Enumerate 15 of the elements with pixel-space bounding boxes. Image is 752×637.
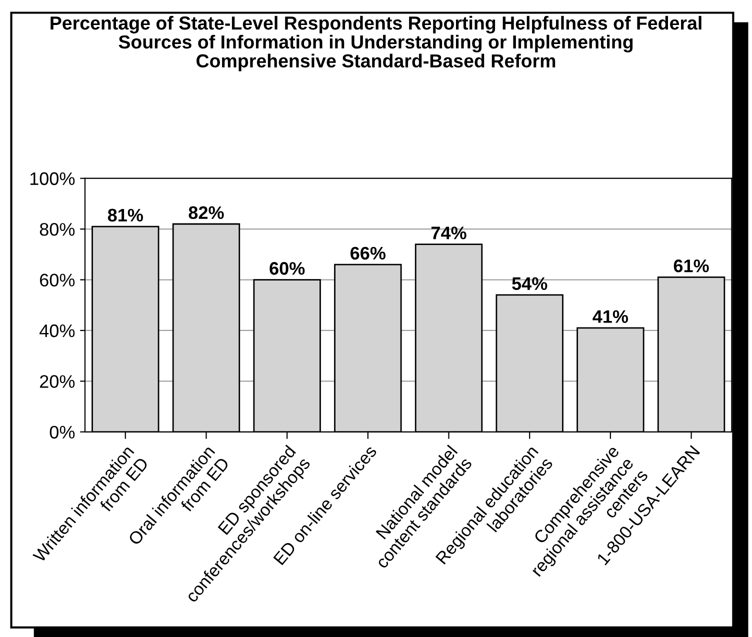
chart-title: Percentage of State-Level Respondents Reporting Helpfulness of Federal Sources of Information in Understanding or Implementing Comprehensive Standard-Based Reform: [50, 16, 702, 72]
y-tick-label: 40%: [40, 324, 75, 338]
y-tick-label: 100%: [30, 172, 75, 186]
y-tick-label: 0%: [50, 426, 75, 439]
data-label: 61%: [674, 259, 709, 272]
y-tick-label: 20%: [40, 375, 75, 388]
data-label: 54%: [512, 277, 548, 290]
y-tick-label: 80%: [40, 223, 75, 236]
y-tick-label: 60%: [40, 274, 75, 286]
data-label: 66%: [350, 246, 386, 260]
data-label: 60%: [270, 262, 305, 275]
data-label: 74%: [431, 226, 466, 240]
data-label: 41%: [592, 310, 628, 323]
data-label: 82%: [188, 206, 224, 220]
data-label: 81%: [108, 208, 143, 222]
